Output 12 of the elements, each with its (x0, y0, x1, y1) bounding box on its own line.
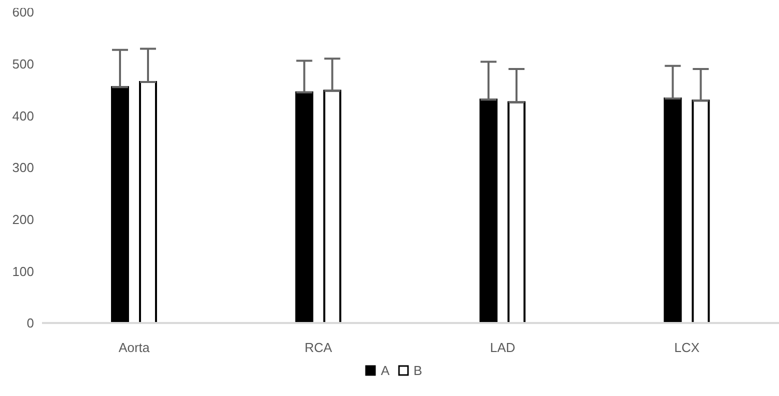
legend-label: A (380, 363, 390, 378)
y-tick-label: 0 (26, 316, 34, 331)
y-tick-label: 500 (12, 56, 34, 72)
x-tick-label: RCA (304, 340, 332, 356)
x-tick-label: LCX (674, 340, 700, 356)
x-tick-label: Aorta (118, 340, 150, 356)
y-tick-label: 300 (12, 160, 34, 176)
legend-label: B (414, 363, 422, 378)
y-tick-label: 200 (12, 212, 34, 227)
y-tick-label: 100 (12, 264, 34, 279)
x-tick-label: LAD (490, 340, 516, 356)
y-tick-label: 400 (12, 108, 34, 124)
